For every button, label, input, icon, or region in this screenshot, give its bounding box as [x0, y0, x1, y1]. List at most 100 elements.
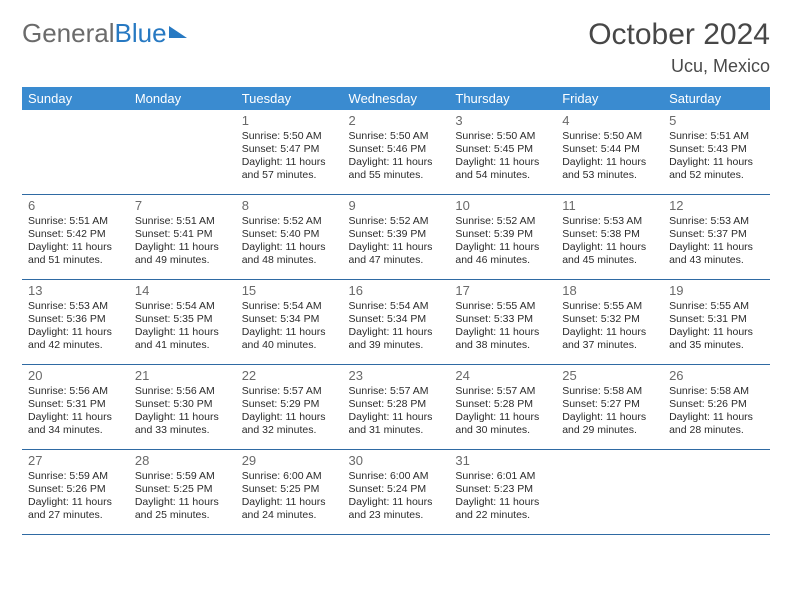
calendar-cell: 10Sunrise: 5:52 AMSunset: 5:39 PMDayligh… — [449, 195, 556, 280]
logo-triangle-icon — [169, 26, 187, 38]
calendar-cell: 26 Sunrise: 5:58 AMSunset: 5:26 PMDayligh… — [663, 365, 770, 450]
calendar-cell: 16Sunrise: 5:54 AMSunset: 5:34 PMDayligh… — [343, 280, 450, 365]
calendar-cell: 8 Sunrise: 5:52 AMSunset: 5:40 PMDaylight… — [236, 195, 343, 280]
day-details: Sunrise: 5:55 AMSunset: 5:33 PMDaylight:… — [455, 300, 550, 353]
day-number: 21 — [135, 368, 230, 383]
calendar-cell: 3 Sunrise: 5:50 AMSunset: 5:45 PMDaylight… — [449, 110, 556, 195]
day-details: Sunrise: 5:53 AMSunset: 5:38 PMDaylight:… — [562, 215, 657, 268]
day-number: 1 — [242, 113, 337, 128]
day-number: 16 — [349, 283, 444, 298]
calendar-row: 1 Sunrise: 5:50 AMSunset: 5:47 PMDaylight… — [22, 110, 770, 195]
calendar-cell: 1 Sunrise: 5:50 AMSunset: 5:47 PMDaylight… — [236, 110, 343, 195]
day-details: Sunrise: 5:54 AMSunset: 5:34 PMDaylight:… — [242, 300, 337, 353]
calendar-row: 27 Sunrise: 5:59 AMSunset: 5:26 PMDayligh… — [22, 450, 770, 535]
day-details: Sunrise: 5:59 AMSunset: 5:26 PMDaylight:… — [28, 470, 123, 523]
logo-text-blue: Blue — [115, 18, 167, 49]
calendar-cell: 14 Sunrise: 5:54 AMSunset: 5:35 PMDayligh… — [129, 280, 236, 365]
day-number: 15 — [242, 283, 337, 298]
logo: GeneralBlue — [22, 18, 187, 49]
calendar-cell — [129, 110, 236, 195]
calendar-cell: 15 Sunrise: 5:54 AMSunset: 5:34 PMDayligh… — [236, 280, 343, 365]
calendar-cell: 18Sunrise: 5:55 AMSunset: 5:32 PMDayligh… — [556, 280, 663, 365]
calendar-row: 6Sunrise: 5:51 AMSunset: 5:42 PMDaylight… — [22, 195, 770, 280]
day-details: Sunrise: 5:52 AMSunset: 5:40 PMDaylight:… — [242, 215, 337, 268]
day-number: 19 — [669, 283, 764, 298]
day-details: Sunrise: 5:52 AMSunset: 5:39 PMDaylight:… — [455, 215, 550, 268]
calendar-cell: 30Sunrise: 6:00 AMSunset: 5:24 PMDayligh… — [343, 450, 450, 535]
day-number: 27 — [28, 453, 123, 468]
day-number: 22 — [242, 368, 337, 383]
calendar-cell: 17 Sunrise: 5:55 AMSunset: 5:33 PMDayligh… — [449, 280, 556, 365]
day-number: 23 — [349, 368, 444, 383]
calendar-cell: 23 Sunrise: 5:57 AMSunset: 5:28 PMDayligh… — [343, 365, 450, 450]
calendar-row: 13Sunrise: 5:53 AMSunset: 5:36 PMDayligh… — [22, 280, 770, 365]
location-subtitle: Ucu, Mexico — [588, 56, 770, 77]
day-number: 5 — [669, 113, 764, 128]
day-number: 20 — [28, 368, 123, 383]
dow-sun: Sunday — [22, 87, 129, 110]
day-details: Sunrise: 5:50 AMSunset: 5:47 PMDaylight:… — [242, 130, 337, 183]
day-details: Sunrise: 5:55 AMSunset: 5:31 PMDaylight:… — [669, 300, 764, 353]
calendar-cell: 2 Sunrise: 5:50 AMSunset: 5:46 PMDaylight… — [343, 110, 450, 195]
calendar-row: 20Sunrise: 5:56 AMSunset: 5:31 PMDayligh… — [22, 365, 770, 450]
day-number: 18 — [562, 283, 657, 298]
day-details: Sunrise: 5:57 AMSunset: 5:28 PMDaylight:… — [455, 385, 550, 438]
day-details: Sunrise: 5:58 AMSunset: 5:26 PMDaylight:… — [669, 385, 764, 438]
day-details: Sunrise: 5:52 AMSunset: 5:39 PMDaylight:… — [349, 215, 444, 268]
calendar-cell: 27 Sunrise: 5:59 AMSunset: 5:26 PMDayligh… — [22, 450, 129, 535]
day-number: 4 — [562, 113, 657, 128]
dow-tue: Tuesday — [236, 87, 343, 110]
day-number: 24 — [455, 368, 550, 383]
calendar-cell: 11 Sunrise: 5:53 AMSunset: 5:38 PMDayligh… — [556, 195, 663, 280]
day-details: Sunrise: 5:57 AMSunset: 5:28 PMDaylight:… — [349, 385, 444, 438]
day-details: Sunrise: 5:50 AMSunset: 5:46 PMDaylight:… — [349, 130, 444, 183]
calendar-cell: 20Sunrise: 5:56 AMSunset: 5:31 PMDayligh… — [22, 365, 129, 450]
day-number: 31 — [455, 453, 550, 468]
day-details: Sunrise: 5:54 AMSunset: 5:35 PMDaylight:… — [135, 300, 230, 353]
day-details: Sunrise: 5:53 AMSunset: 5:37 PMDaylight:… — [669, 215, 764, 268]
day-details: Sunrise: 6:00 AMSunset: 5:24 PMDaylight:… — [349, 470, 444, 523]
calendar-cell: 5Sunrise: 5:51 AMSunset: 5:43 PMDaylight… — [663, 110, 770, 195]
calendar-cell — [22, 110, 129, 195]
day-details: Sunrise: 6:01 AMSunset: 5:23 PMDaylight:… — [455, 470, 550, 523]
calendar-cell: 28Sunrise: 5:59 AMSunset: 5:25 PMDayligh… — [129, 450, 236, 535]
calendar-cell — [663, 450, 770, 535]
day-number: 9 — [349, 198, 444, 213]
calendar-cell: 21 Sunrise: 5:56 AMSunset: 5:30 PMDayligh… — [129, 365, 236, 450]
day-number: 17 — [455, 283, 550, 298]
dow-fri: Friday — [556, 87, 663, 110]
calendar-cell: 12Sunrise: 5:53 AMSunset: 5:37 PMDayligh… — [663, 195, 770, 280]
day-details: Sunrise: 5:53 AMSunset: 5:36 PMDaylight:… — [28, 300, 123, 353]
calendar-cell — [556, 450, 663, 535]
day-number: 2 — [349, 113, 444, 128]
day-number: 3 — [455, 113, 550, 128]
dow-thu: Thursday — [449, 87, 556, 110]
day-details: Sunrise: 6:00 AMSunset: 5:25 PMDaylight:… — [242, 470, 337, 523]
calendar-table: Sunday Monday Tuesday Wednesday Thursday… — [22, 87, 770, 535]
logo-text-general: General — [22, 18, 115, 49]
day-number: 25 — [562, 368, 657, 383]
day-number: 28 — [135, 453, 230, 468]
day-details: Sunrise: 5:50 AMSunset: 5:45 PMDaylight:… — [455, 130, 550, 183]
calendar-page: GeneralBlue October 2024 Ucu, Mexico Sun… — [0, 0, 792, 535]
title-block: October 2024 Ucu, Mexico — [588, 18, 770, 77]
day-number: 6 — [28, 198, 123, 213]
calendar-cell: 4 Sunrise: 5:50 AMSunset: 5:44 PMDaylight… — [556, 110, 663, 195]
day-number: 8 — [242, 198, 337, 213]
calendar-body: 1 Sunrise: 5:50 AMSunset: 5:47 PMDaylight… — [22, 110, 770, 535]
calendar-head: Sunday Monday Tuesday Wednesday Thursday… — [22, 87, 770, 110]
day-details: Sunrise: 5:50 AMSunset: 5:44 PMDaylight:… — [562, 130, 657, 183]
calendar-cell: 9 Sunrise: 5:52 AMSunset: 5:39 PMDaylight… — [343, 195, 450, 280]
day-number: 14 — [135, 283, 230, 298]
day-number: 26 — [669, 368, 764, 383]
calendar-cell: 31 Sunrise: 6:01 AMSunset: 5:23 PMDayligh… — [449, 450, 556, 535]
calendar-cell: 19 Sunrise: 5:55 AMSunset: 5:31 PMDayligh… — [663, 280, 770, 365]
calendar-cell: 29Sunrise: 6:00 AMSunset: 5:25 PMDayligh… — [236, 450, 343, 535]
day-details: Sunrise: 5:51 AMSunset: 5:41 PMDaylight:… — [135, 215, 230, 268]
calendar-cell: 24 Sunrise: 5:57 AMSunset: 5:28 PMDayligh… — [449, 365, 556, 450]
day-details: Sunrise: 5:56 AMSunset: 5:30 PMDaylight:… — [135, 385, 230, 438]
day-details: Sunrise: 5:58 AMSunset: 5:27 PMDaylight:… — [562, 385, 657, 438]
calendar-cell: 13Sunrise: 5:53 AMSunset: 5:36 PMDayligh… — [22, 280, 129, 365]
dow-mon: Monday — [129, 87, 236, 110]
day-number: 11 — [562, 198, 657, 213]
